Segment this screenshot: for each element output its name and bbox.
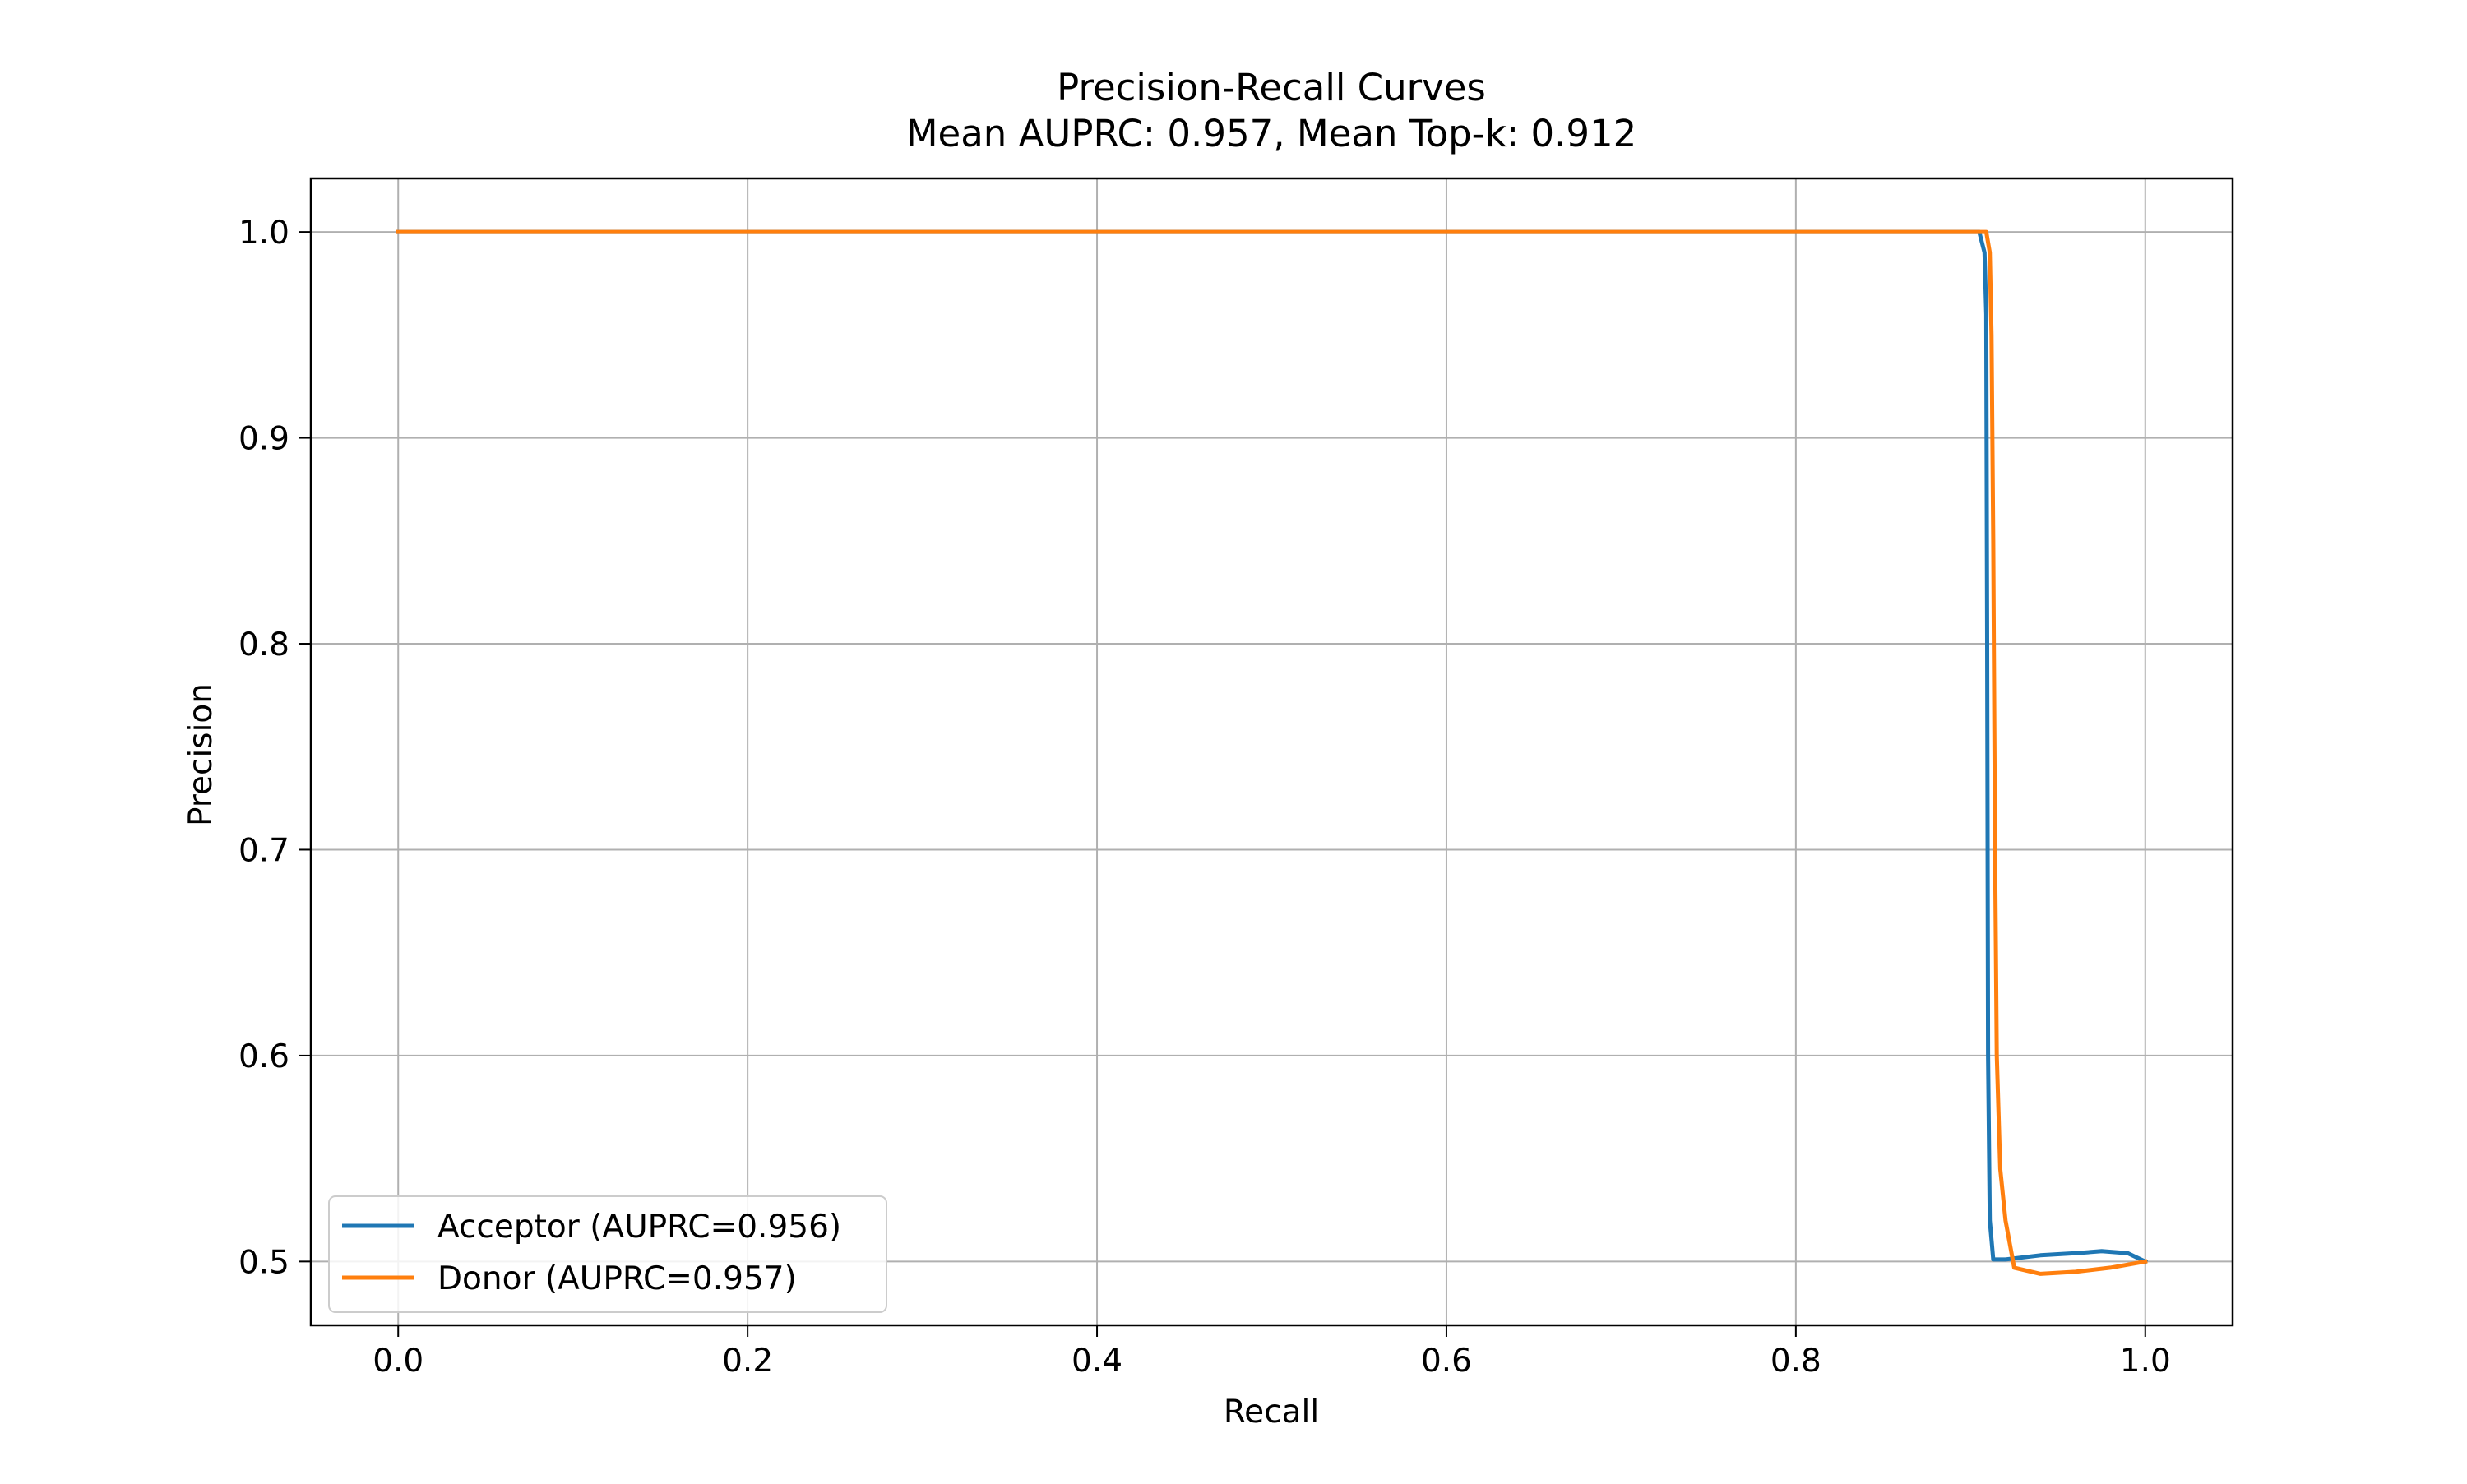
x-tick-label: 1.0 [2120,1343,2171,1380]
y-tick-label: 1.0 [238,215,289,252]
axis-ticks: 0.0 0.2 0.4 0.6 0.8 1.0 0.5 0.6 0.7 0.8 0.9 1.0 [238,215,2171,1380]
y-tick-label: 0.7 [238,832,289,869]
plot-frame [309,177,2234,1327]
y-tick-label: 0.6 [238,1038,289,1075]
legend-label: Acceptor (AUPRC=0.956) [437,1209,841,1246]
y-tick-label: 0.8 [238,626,289,663]
y-tick-label: 0.9 [238,421,289,458]
x-tick-label: 0.4 [1072,1343,1122,1380]
grid [311,178,2233,1325]
y-axis-label: Precision [183,683,220,826]
legend: Acceptor (AUPRC=0.956) Donor (AUPRC=0.957… [328,1195,887,1313]
chart-title: Precision-Recall Curves [1057,66,1486,109]
series-layer [396,229,2149,1276]
y-tick-label: 0.5 [238,1244,289,1281]
x-tick-label: 0.6 [1421,1343,1472,1380]
chart-subtitle: Mean AUPRC: 0.957, Mean Top-k: 0.912 [906,112,1637,155]
x-axis-label: Recall [1224,1394,1319,1431]
legend-box [328,1195,887,1313]
series-line-donor [396,229,2148,1276]
x-tick-label: 0.0 [373,1343,424,1380]
x-tick-label: 0.2 [722,1343,773,1380]
x-tick-label: 0.8 [1770,1343,1821,1380]
legend-label: Donor (AUPRC=0.957) [437,1260,797,1297]
